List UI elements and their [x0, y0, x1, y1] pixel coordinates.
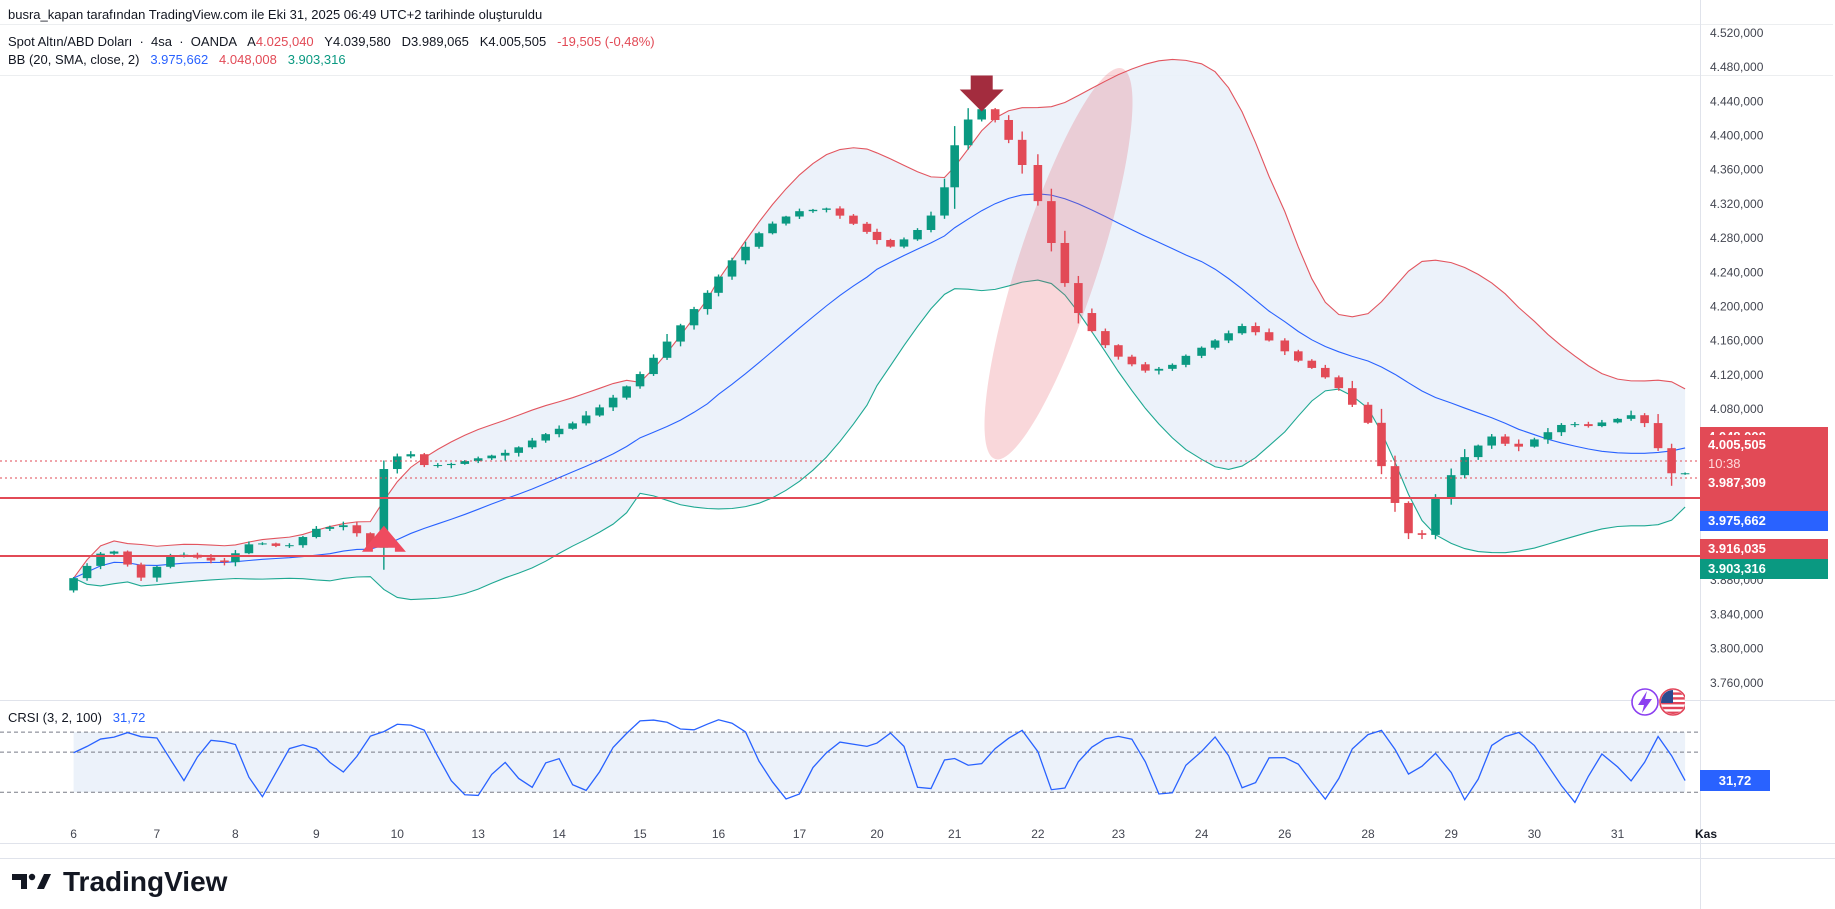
- svg-text:14: 14: [552, 827, 566, 841]
- svg-text:4.200,000: 4.200,000: [1710, 300, 1764, 314]
- svg-text:15: 15: [633, 827, 647, 841]
- svg-text:17: 17: [793, 827, 807, 841]
- svg-text:4.520,000: 4.520,000: [1710, 26, 1764, 40]
- svg-text:29: 29: [1445, 827, 1459, 841]
- svg-text:28: 28: [1361, 827, 1375, 841]
- svg-text:31: 31: [1611, 827, 1625, 841]
- svg-text:4.240,000: 4.240,000: [1710, 265, 1764, 279]
- svg-text:26: 26: [1278, 827, 1292, 841]
- svg-text:8: 8: [232, 827, 239, 841]
- svg-text:4.480,000: 4.480,000: [1710, 60, 1764, 74]
- svg-text:10: 10: [391, 827, 405, 841]
- svg-text:22: 22: [1031, 827, 1045, 841]
- svg-text:3.800,000: 3.800,000: [1710, 642, 1764, 656]
- svg-text:9: 9: [313, 827, 320, 841]
- svg-text:6: 6: [70, 827, 77, 841]
- svg-text:3.840,000: 3.840,000: [1710, 607, 1764, 621]
- svg-text:4.080,000: 4.080,000: [1710, 402, 1764, 416]
- svg-text:4.320,000: 4.320,000: [1710, 197, 1764, 211]
- svg-text:20: 20: [870, 827, 884, 841]
- svg-text:21: 21: [948, 827, 962, 841]
- svg-text:24: 24: [1195, 827, 1209, 841]
- svg-text:30: 30: [1528, 827, 1542, 841]
- svg-text:4.400,000: 4.400,000: [1710, 129, 1764, 143]
- svg-text:7: 7: [154, 827, 161, 841]
- svg-text:4.160,000: 4.160,000: [1710, 334, 1764, 348]
- svg-text:3.760,000: 3.760,000: [1710, 676, 1764, 690]
- svg-text:Kas: Kas: [1695, 827, 1717, 841]
- svg-text:4.120,000: 4.120,000: [1710, 368, 1764, 382]
- svg-text:4.280,000: 4.280,000: [1710, 231, 1764, 245]
- svg-text:23: 23: [1112, 827, 1126, 841]
- svg-text:13: 13: [472, 827, 486, 841]
- svg-text:16: 16: [712, 827, 726, 841]
- svg-text:4.440,000: 4.440,000: [1710, 94, 1764, 108]
- svg-text:4.360,000: 4.360,000: [1710, 163, 1764, 177]
